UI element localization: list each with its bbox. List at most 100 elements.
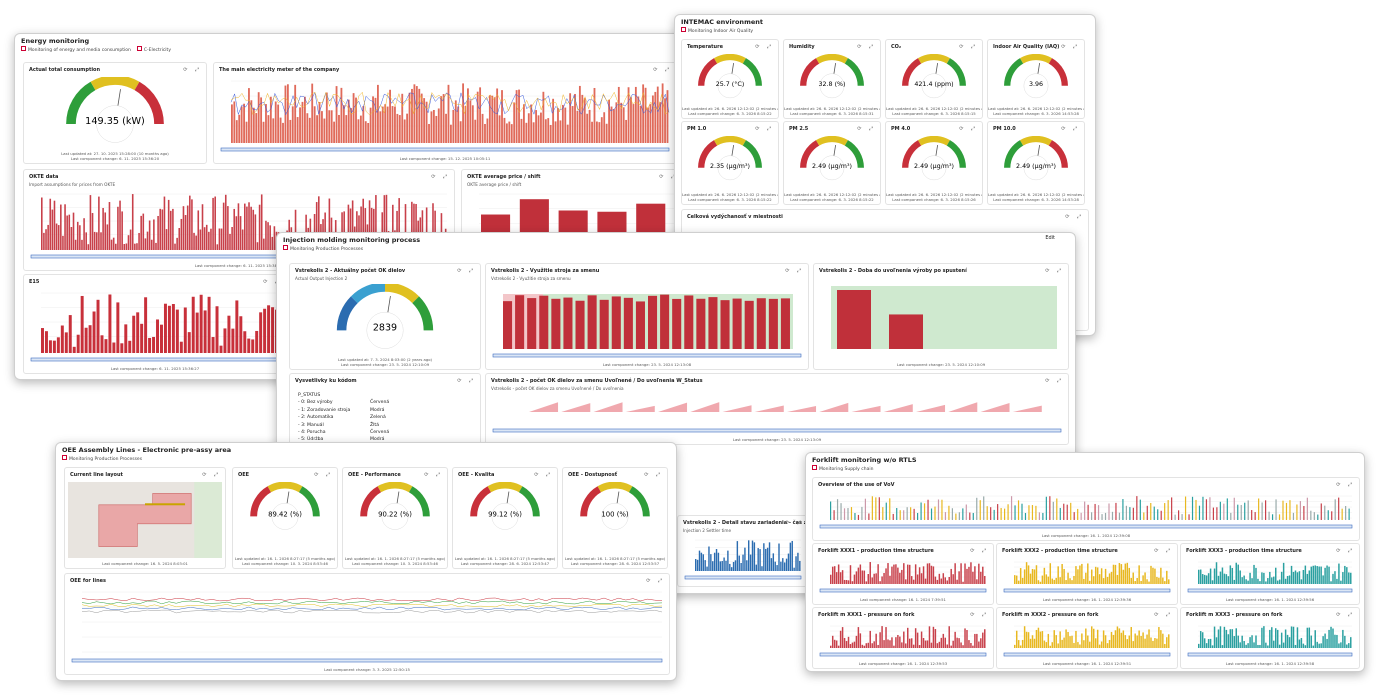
bar: [748, 540, 750, 571]
bar: [1128, 567, 1131, 584]
bar: [1042, 512, 1044, 520]
bar: [525, 122, 528, 143]
bar: [946, 580, 948, 584]
panel-icons: ⟳ ⤢: [183, 67, 202, 73]
bar: [736, 541, 739, 571]
bar: [244, 203, 246, 250]
bar: [250, 100, 253, 143]
bar: [1168, 579, 1170, 584]
bar: [855, 571, 858, 584]
bar: [411, 88, 413, 143]
bar: [144, 238, 147, 250]
bar: [1122, 630, 1125, 648]
bar: [76, 221, 79, 250]
bar: [1142, 575, 1144, 584]
bar: [649, 104, 652, 143]
legend-heading: P_STATUS: [298, 393, 321, 398]
bar: [233, 101, 236, 143]
bar: [1253, 564, 1255, 584]
bar: [1035, 505, 1037, 520]
panel: Forklift XXX2 - production time structur…: [996, 543, 1178, 605]
bar: [364, 208, 367, 250]
bar: [730, 567, 733, 571]
bar: [877, 644, 879, 648]
bar: [1059, 577, 1061, 584]
bar: [696, 298, 706, 349]
bar: [415, 203, 417, 250]
chart: [819, 561, 987, 593]
bar: [1063, 637, 1065, 648]
bar: [867, 574, 869, 584]
bar: [117, 206, 119, 250]
bar: [301, 101, 304, 143]
bar: [1025, 631, 1028, 648]
bar: [1243, 575, 1245, 584]
bar: [318, 102, 321, 143]
bar: [1087, 504, 1089, 520]
bar: [313, 106, 316, 143]
panel: Forklift XXX1 - production time structur…: [812, 543, 994, 605]
bar: [782, 558, 784, 571]
bar: [1316, 641, 1318, 648]
bar: [948, 626, 950, 648]
bar: [1000, 507, 1002, 520]
bar: [1322, 636, 1324, 648]
bar: [112, 342, 116, 353]
bar: [859, 564, 862, 584]
bar: [598, 122, 601, 143]
bar: [1203, 638, 1206, 648]
edit-button[interactable]: Edit: [1045, 235, 1055, 241]
bar: [654, 91, 657, 143]
bar: [527, 113, 530, 143]
bar: [1021, 503, 1023, 520]
chart: [492, 294, 802, 358]
bar: [165, 229, 168, 250]
bar: [1061, 639, 1063, 648]
bar: [776, 565, 778, 571]
bar: [60, 204, 62, 250]
gauge-band: [412, 296, 434, 331]
bar: [867, 642, 869, 648]
bar: [1031, 505, 1034, 520]
panel-footer: Last updated at: 16. 1. 2026 8:27:17 (5 …: [564, 556, 666, 561]
panel-subtitle: Injection 2 Settler time: [683, 528, 732, 533]
bar: [498, 115, 501, 143]
bar: [535, 110, 537, 143]
bar: [1328, 629, 1330, 648]
bar: [932, 626, 935, 648]
gauge-value: 32.8 (%): [818, 81, 845, 88]
panel: Vstrekolis 2 - Využitie stroja za smenu ⟳…: [485, 263, 809, 370]
bar: [557, 108, 559, 143]
gauge-band: [918, 136, 950, 146]
gauge-value: 2.49 (µg/m³): [914, 163, 954, 170]
bar: [142, 213, 145, 250]
bar: [1225, 629, 1228, 648]
bar: [1219, 501, 1221, 520]
bar: [203, 310, 207, 353]
bar: [403, 119, 406, 143]
bar: [1257, 578, 1259, 584]
panel: OEE for lines ⟳ ⤢ Last component change: 3…: [64, 573, 670, 675]
panel-icons: ⟳ ⤢: [785, 268, 804, 274]
bar: [148, 220, 151, 250]
bar: [966, 630, 968, 648]
bar: [1075, 630, 1077, 648]
bar: [1079, 565, 1081, 584]
bar: [72, 212, 75, 250]
bar: [721, 561, 723, 571]
bar: [1118, 628, 1121, 648]
bar: [896, 508, 898, 520]
bar: [1021, 639, 1024, 648]
bar: [457, 106, 460, 143]
bar: [95, 232, 98, 250]
bar: [1348, 508, 1350, 520]
bar: [1241, 577, 1243, 584]
bar: [1096, 567, 1099, 584]
bar: [1233, 497, 1235, 520]
bar: [1292, 626, 1295, 648]
bar: [1051, 642, 1053, 648]
bar: [563, 297, 573, 349]
bar: [879, 581, 881, 584]
bar: [1318, 566, 1320, 584]
